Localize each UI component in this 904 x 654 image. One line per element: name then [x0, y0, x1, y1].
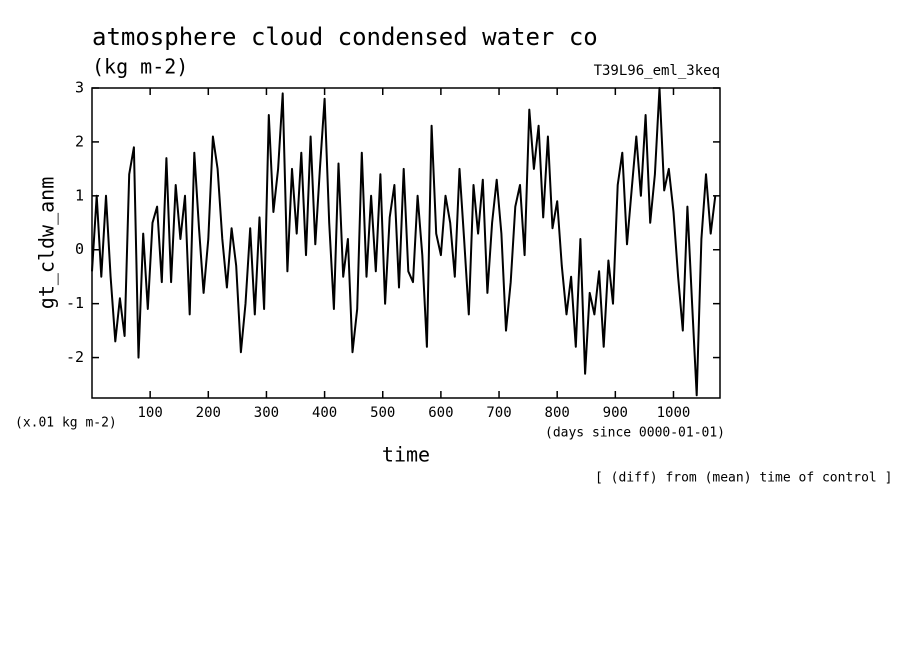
y-tick-label: 3 [75, 79, 84, 97]
y-tick-label: 1 [75, 186, 84, 204]
x-axis-label: time [382, 443, 430, 467]
x-tick-label: 800 [545, 405, 570, 421]
experiment: T39L96_eml_3keq [594, 63, 720, 79]
y-tick-label: -1 [66, 294, 84, 312]
x-tick-label: 500 [370, 405, 395, 421]
y-tick-label: 0 [75, 240, 84, 258]
x-tick-label: 300 [254, 405, 279, 421]
plot-frame [91, 87, 721, 399]
x-tick-label: 1000 [657, 405, 691, 421]
x-units: (days since 0000-01-01) [545, 426, 725, 441]
x-tick-label: 100 [137, 405, 162, 421]
x-tick-label: 400 [312, 405, 337, 421]
note: [ (diff) from (mean) time of control ] [595, 471, 892, 486]
x-tick-label: 700 [486, 405, 511, 421]
y-tick-label: 2 [75, 132, 84, 150]
x-tick-label: 200 [196, 405, 221, 421]
y-tick-label: -2 [66, 348, 84, 366]
chart-title: atmosphere cloud condensed water co [92, 23, 598, 51]
data-line [91, 87, 717, 397]
x-tick-label: 900 [603, 405, 628, 421]
y-scale-label: (x.01 kg m-2) [15, 416, 117, 431]
y-axis-label: gt_cldw_anm [35, 177, 59, 309]
units: (kg m-2) [92, 55, 188, 79]
x-tick-label: 600 [428, 405, 453, 421]
